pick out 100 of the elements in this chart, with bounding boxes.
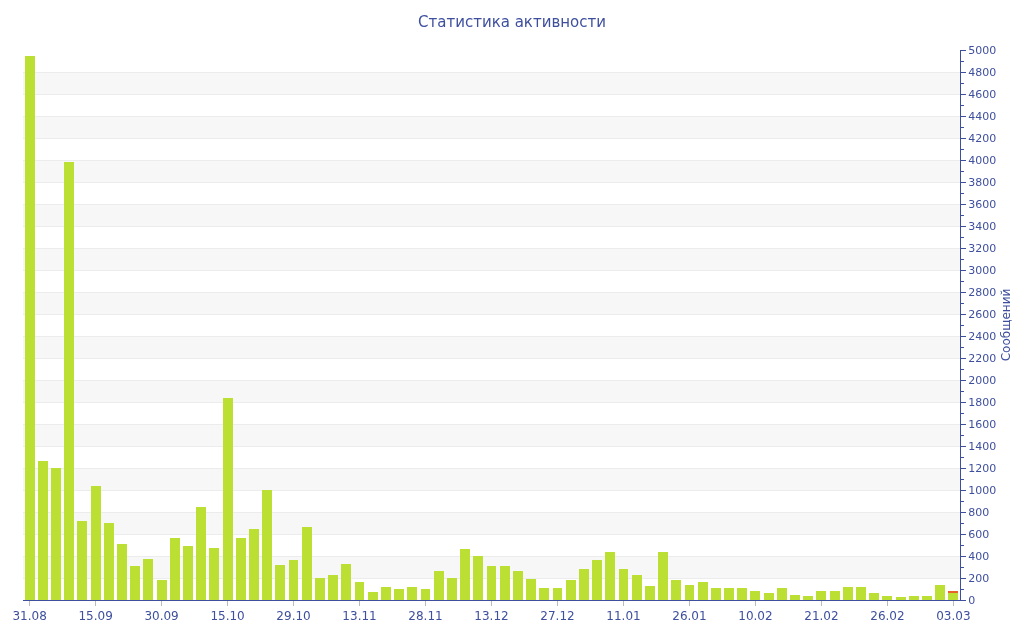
y-tick-label: 4600 [968,87,997,101]
bar [420,589,431,600]
bar [644,585,655,600]
bar [869,593,880,600]
bar [671,580,682,600]
bar [156,580,167,600]
bar [539,587,550,600]
y-tick-label: 3400 [968,219,997,233]
bar [275,564,286,600]
bar [565,580,576,600]
bar [710,587,721,600]
bar [354,582,365,600]
y-tick-label: 4000 [968,153,997,167]
chart-title: Статистика активности [418,12,606,31]
bar [380,586,391,600]
y-tick-label: 3000 [968,263,997,277]
bar [552,587,563,600]
bar [143,559,154,600]
bar [512,571,523,600]
y-tick-label: 400 [968,549,990,563]
bar [103,523,114,600]
x-tick-label: 30.09 [144,609,179,624]
x-tick-label: 10.02 [738,609,773,624]
bar [803,595,814,600]
bar [196,506,207,600]
bar [37,461,48,600]
y-tick-label: 0 [968,593,976,607]
bar [922,595,932,600]
bar [341,563,352,600]
x-tick-label: 13.11 [342,609,377,624]
y-axis-title: Сообщений [999,288,1014,362]
bar [526,579,537,600]
bar [618,569,629,600]
bar [314,578,325,600]
bar [724,587,734,600]
bar [816,591,827,600]
x-tick-label: 29.10 [276,609,311,624]
bar [301,527,312,600]
x-tick-label: 26.01 [672,609,707,624]
y-tick-label: 2600 [968,307,997,321]
y-tick-label: 3600 [968,197,997,211]
bar [460,549,471,600]
y-tick-label: 5000 [968,43,997,57]
bar [697,582,708,600]
x-tick-label: 11.01 [606,609,641,624]
bar [578,569,589,600]
bar [473,556,484,600]
y-tick-label: 1800 [968,395,997,409]
bar [249,528,259,600]
x-tick-label: 15.10 [210,609,245,624]
y-tick-label: 1600 [968,417,997,431]
x-tick-label: 28.11 [408,609,443,624]
bar [486,565,497,600]
y-tick-label: 1000 [968,483,997,497]
y-tick-label: 3800 [968,175,997,189]
bar [407,586,418,600]
bar [130,565,141,600]
bar [750,591,761,600]
bar [209,548,220,600]
bar [90,485,101,600]
bar [288,560,299,600]
y-tick-label: 800 [968,505,990,519]
bar [895,596,906,600]
y-tick-label: 200 [968,571,990,585]
bar [856,586,866,600]
bar [235,538,246,600]
x-tick-label: 31.08 [12,609,47,624]
bar [169,538,180,600]
y-tick-label: 2000 [968,373,997,387]
y-tick-label: 4800 [968,65,997,79]
bar [24,55,35,600]
bar [790,594,800,600]
bar [882,595,893,600]
y-tick-label: 2400 [968,329,997,343]
bar [51,468,61,600]
bar [446,578,457,600]
y-tick-label: 1400 [968,439,997,453]
bar [499,565,510,600]
y-tick-label: 600 [968,527,990,541]
bar [842,586,853,600]
x-tick-label: 13.12 [474,609,509,624]
bar [222,397,233,600]
bar [433,571,444,600]
bar [737,587,748,600]
bar [77,520,88,600]
y-tick-label: 1200 [968,461,997,475]
bar [183,546,193,600]
y-tick-label: 4200 [968,131,997,145]
bar [328,574,339,600]
y-tick-label: 2200 [968,351,997,365]
bar [763,593,774,600]
bar [367,592,378,600]
bar [605,551,616,600]
bar [776,587,787,600]
bar [658,551,669,600]
bar [908,595,919,600]
bar [948,591,959,594]
bar [262,490,273,600]
y-tick-label: 2800 [968,285,997,299]
x-tick-label: 15.09 [78,609,113,624]
